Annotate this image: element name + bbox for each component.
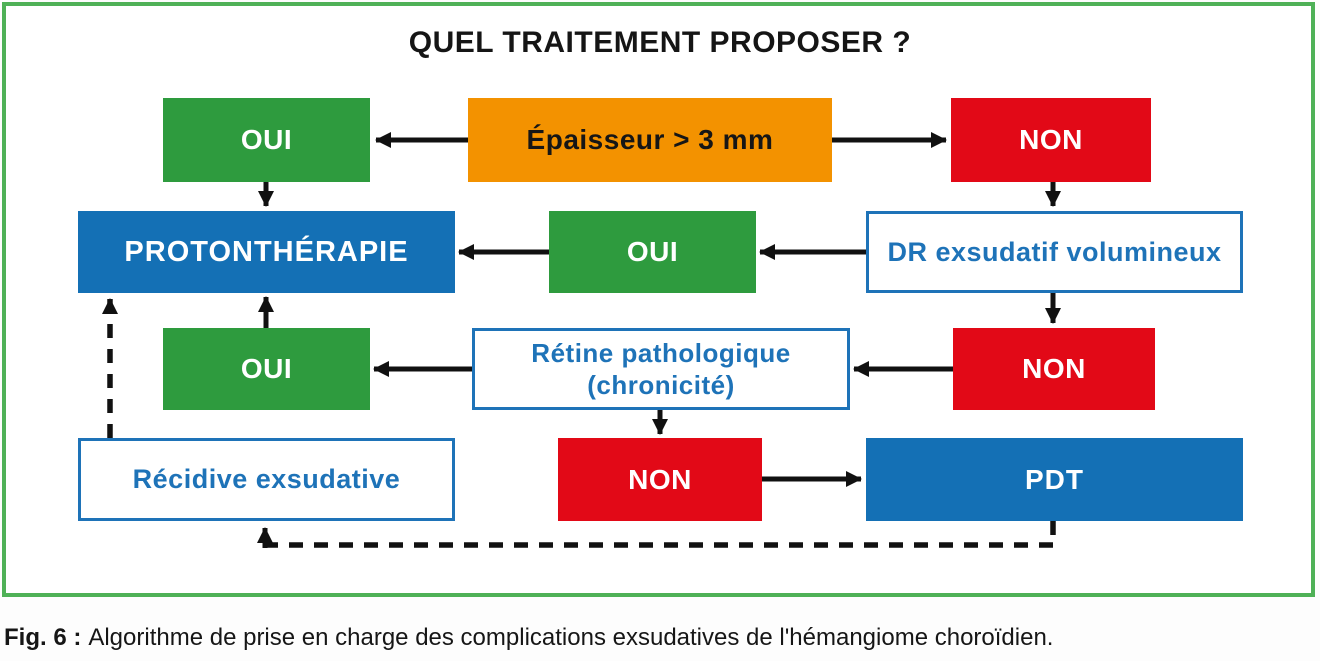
retine-line2: (chronicité) <box>587 370 735 400</box>
arrow-layer <box>102 132 1061 548</box>
node-non-mid: NON <box>953 328 1155 410</box>
node-non-low: NON <box>558 438 762 521</box>
caption-text: Algorithme de prise en charge des compli… <box>88 624 1054 651</box>
node-non-top: NON <box>951 98 1151 182</box>
node-oui-low: OUI <box>163 328 370 410</box>
node-oui-mid: OUI <box>549 211 756 293</box>
node-recidive: Récidive exsudative <box>78 438 455 521</box>
flowchart-title: QUEL TRAITEMENT PROPOSER ? <box>408 26 912 59</box>
retine-line1: Rétine pathologique <box>531 337 791 368</box>
node-oui-top: OUI <box>163 98 370 182</box>
caption-label: Fig. 6 : <box>4 624 82 651</box>
node-retine: Rétine pathologique (chronicité) <box>472 328 850 410</box>
figure-caption: Fig. 6 : Algorithme de prise en charge de… <box>4 624 1316 652</box>
node-pdt: PDT <box>866 438 1243 521</box>
node-epaisseur: Épaisseur > 3 mm <box>468 98 832 182</box>
node-protontherapie: PROTONTHÉRAPIE <box>78 211 455 293</box>
node-dr-exsudatif: DR exsudatif volumineux <box>866 211 1243 293</box>
